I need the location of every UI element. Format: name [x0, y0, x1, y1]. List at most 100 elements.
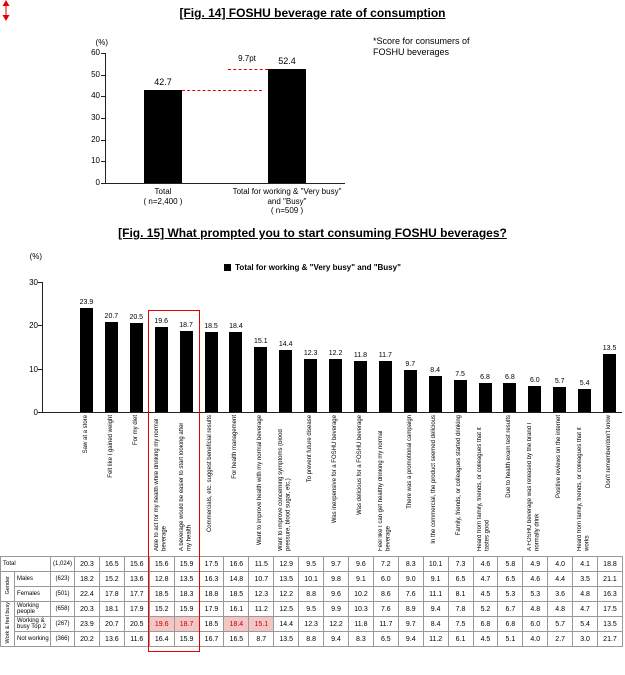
fig15-bar-value: 12.3: [303, 349, 318, 357]
table-value-cell: 8.3: [347, 631, 374, 647]
fig15-bar: [428, 375, 442, 412]
fig15-bar-value: 8.4: [430, 366, 441, 374]
table-row-label: Working people: [14, 601, 51, 617]
table-value-cell: 15.2: [98, 571, 125, 587]
fig15-category-text: Family, friends, or colleagues started d…: [456, 415, 463, 536]
table-value-cell: 15.2: [148, 601, 175, 617]
table-value-cell: 14.8: [223, 571, 250, 587]
table-value-cell: 13.6: [98, 631, 125, 647]
table-value-cell: 5.2: [472, 601, 499, 617]
table-value-cell: 16.3: [198, 571, 225, 587]
table-value-cell: 8.4: [422, 616, 449, 632]
table-value-cell: 23.9: [74, 616, 100, 632]
fig15-bar-value: 20.5: [129, 314, 144, 322]
table-row-n: (267): [50, 616, 75, 632]
table-value-cell: 4.8: [547, 601, 574, 617]
table-value-cell: 15.1: [248, 616, 275, 632]
table-value-cell: 10.1: [298, 571, 325, 587]
fig15-y-tick-label: 30: [29, 278, 38, 287]
fig15-bar-value: 5.7: [554, 378, 565, 386]
table-row-label: Females: [14, 586, 51, 602]
fig15-bar: [279, 349, 293, 412]
table-value-cell: 4.6: [522, 571, 549, 587]
fig15-bar: [578, 388, 592, 412]
fig14-y-tick: [101, 161, 105, 163]
table-row-label: Total: [0, 556, 51, 572]
fig15-category-label: Don't remember/don't know: [597, 415, 622, 555]
table-value-cell: 4.9: [522, 556, 549, 572]
table-value-cell: 16.7: [198, 631, 225, 647]
table-value-cell: 18.5: [198, 616, 225, 632]
table-value-cell: 6.8: [497, 616, 524, 632]
fig15-category-label: A beverage would be easier to start look…: [174, 415, 199, 555]
fig15-y-tick-label: 10: [29, 364, 38, 374]
table-group-label: Work & feel busy: [0, 601, 15, 647]
fig14-x-label: Total for working & "Very busy" and "Bus…: [232, 187, 342, 215]
table-value-cell: 9.6: [323, 586, 349, 602]
fig15-y-tick: [38, 282, 42, 283]
table-row-label: Males: [14, 571, 51, 587]
fig15-bar-value: 12.2: [328, 350, 343, 358]
table-value-cell: 13.5: [273, 631, 300, 647]
fig14-y-tick: [101, 139, 105, 141]
fig15-category-label: Feel like I can get healthy drinking my …: [373, 415, 398, 555]
fig15-category-text: Due to health exam test results: [506, 415, 513, 498]
table-value-cell: 16.5: [223, 631, 250, 647]
table-value-cell: 8.3: [397, 556, 424, 572]
table-value-cell: 4.0: [522, 631, 549, 647]
fig14-diff-line-high: [228, 69, 268, 71]
table-value-cell: 20.2: [74, 631, 100, 647]
fig15-bar: [129, 323, 143, 412]
table-value-cell: 9.4: [323, 631, 349, 647]
table-value-cell: 7.8: [447, 601, 474, 617]
fig15-bar-value: 5.4: [579, 379, 590, 387]
table-value-cell: 16.3: [597, 586, 623, 602]
table-group-text: Work & feel busy: [4, 602, 11, 644]
table-row-n: (501): [50, 586, 75, 602]
fig14-y-tick-label: 10: [91, 156, 100, 166]
table-value-cell: 9.4: [397, 631, 424, 647]
table-value-cell: 6.7: [497, 601, 524, 617]
fig14-bar: [268, 69, 306, 183]
fig15-category-text: Felt like I gained weight: [107, 415, 114, 478]
fig14-title-text: [Fig. 14] FOSHU beverage rate of consump…: [179, 6, 446, 20]
table-value-cell: 8.6: [372, 586, 399, 602]
table-value-cell: 20.7: [98, 616, 125, 632]
table-value-cell: 16.4: [148, 631, 175, 647]
fig15-category-label: Was delicious for a FOSHU beverage: [348, 415, 373, 555]
table-value-cell: 2.7: [547, 631, 574, 647]
fig15-bar: [478, 382, 492, 412]
table-value-cell: 10.2: [347, 586, 374, 602]
fig15-category-label: Was inexpensive for a FOSHU beverage: [323, 415, 348, 555]
table-value-cell: 7.6: [372, 601, 399, 617]
table-value-cell: 5.1: [497, 631, 524, 647]
fig15-bar: [403, 369, 417, 412]
table-value-cell: 6.1: [447, 631, 474, 647]
fig15-bar-value: 9.7: [405, 360, 416, 368]
table-value-cell: 14.4: [273, 616, 300, 632]
table-value-cell: 5.7: [547, 616, 574, 632]
table-value-cell: 11.1: [422, 586, 449, 602]
table-value-cell: 9.5: [298, 601, 325, 617]
fig14-y-tick-label: 40: [91, 91, 100, 101]
fig15-category-text: For my diet: [132, 415, 139, 446]
table-value-cell: 12.3: [248, 586, 275, 602]
fig15-category-text: A beverage would be easier to start look…: [178, 422, 193, 551]
table-row-n: (366): [50, 631, 75, 647]
table-value-cell: 9.1: [347, 571, 374, 587]
table-value-cell: 6.0: [372, 571, 399, 587]
fig15-y-tick-label: 20: [29, 321, 38, 331]
table-value-cell: 18.2: [74, 571, 100, 587]
table-value-cell: 4.6: [472, 556, 499, 572]
fig15-legend: Total for working & "Very busy" and "Bus…: [0, 263, 625, 272]
fig14-y-tick: [101, 183, 105, 184]
fig15-category-label: Felt like I gained weight: [99, 415, 124, 555]
fig15-category-label: There was a promotional campaign: [398, 415, 423, 555]
table-row-n: (1,024): [50, 556, 75, 572]
table-value-cell: 20.5: [123, 616, 150, 632]
fig15-category-text: Able to act for my health while drinking…: [153, 418, 168, 551]
table-value-cell: 15.6: [148, 556, 175, 572]
fig15-bar-value: 11.8: [353, 351, 367, 359]
fig15-category-label: In the commercial, the product seemed de…: [423, 415, 448, 555]
table-value-cell: 3.6: [547, 586, 574, 602]
